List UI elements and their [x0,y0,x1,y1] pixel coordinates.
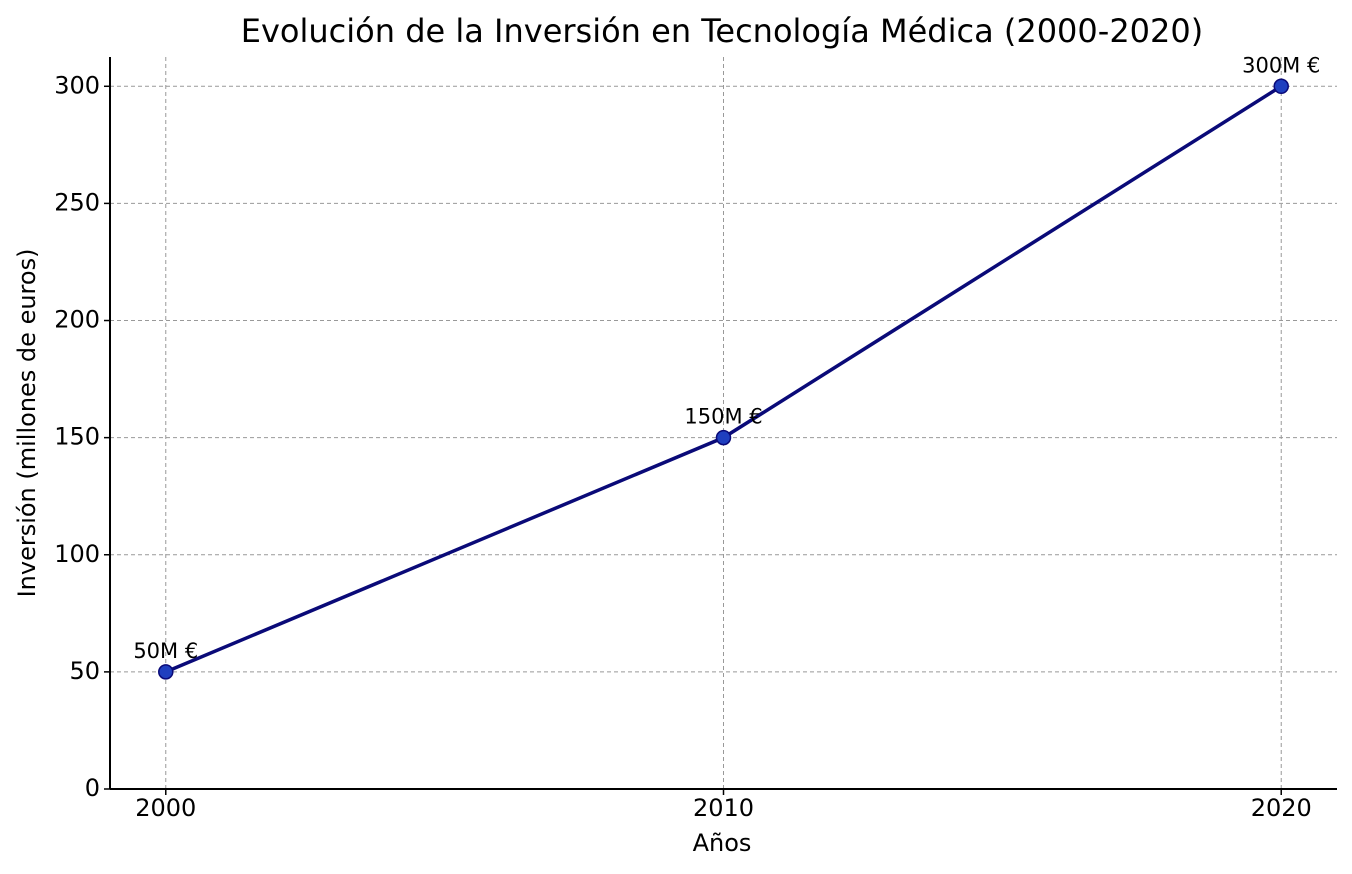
marker [715,429,732,446]
x-axis-label: Años [693,829,752,857]
x-tick-label: 2010 [693,794,754,822]
marker [1273,78,1289,95]
y-tick-label: 100 [54,540,100,568]
data-label: 150M € [684,405,762,429]
chart-title: Evolución de la Inversión en Tecnología … [241,12,1203,50]
y-tick-label: 50 [69,657,100,685]
y-axis-label: Inversión (millones de euros) [13,249,41,598]
y-tick-label: 150 [54,423,100,451]
marker [158,664,174,680]
y-tick-label: 250 [54,188,100,216]
data-label: 300M € [1242,53,1320,77]
data-label: 50M € [133,639,198,663]
y-tick-label: 0 [85,774,100,802]
x-tick-label: 2020 [1251,794,1312,822]
y-tick-label: 200 [54,306,100,334]
x-tick-label: 2000 [135,794,196,822]
y-tick-label: 300 [54,71,100,99]
